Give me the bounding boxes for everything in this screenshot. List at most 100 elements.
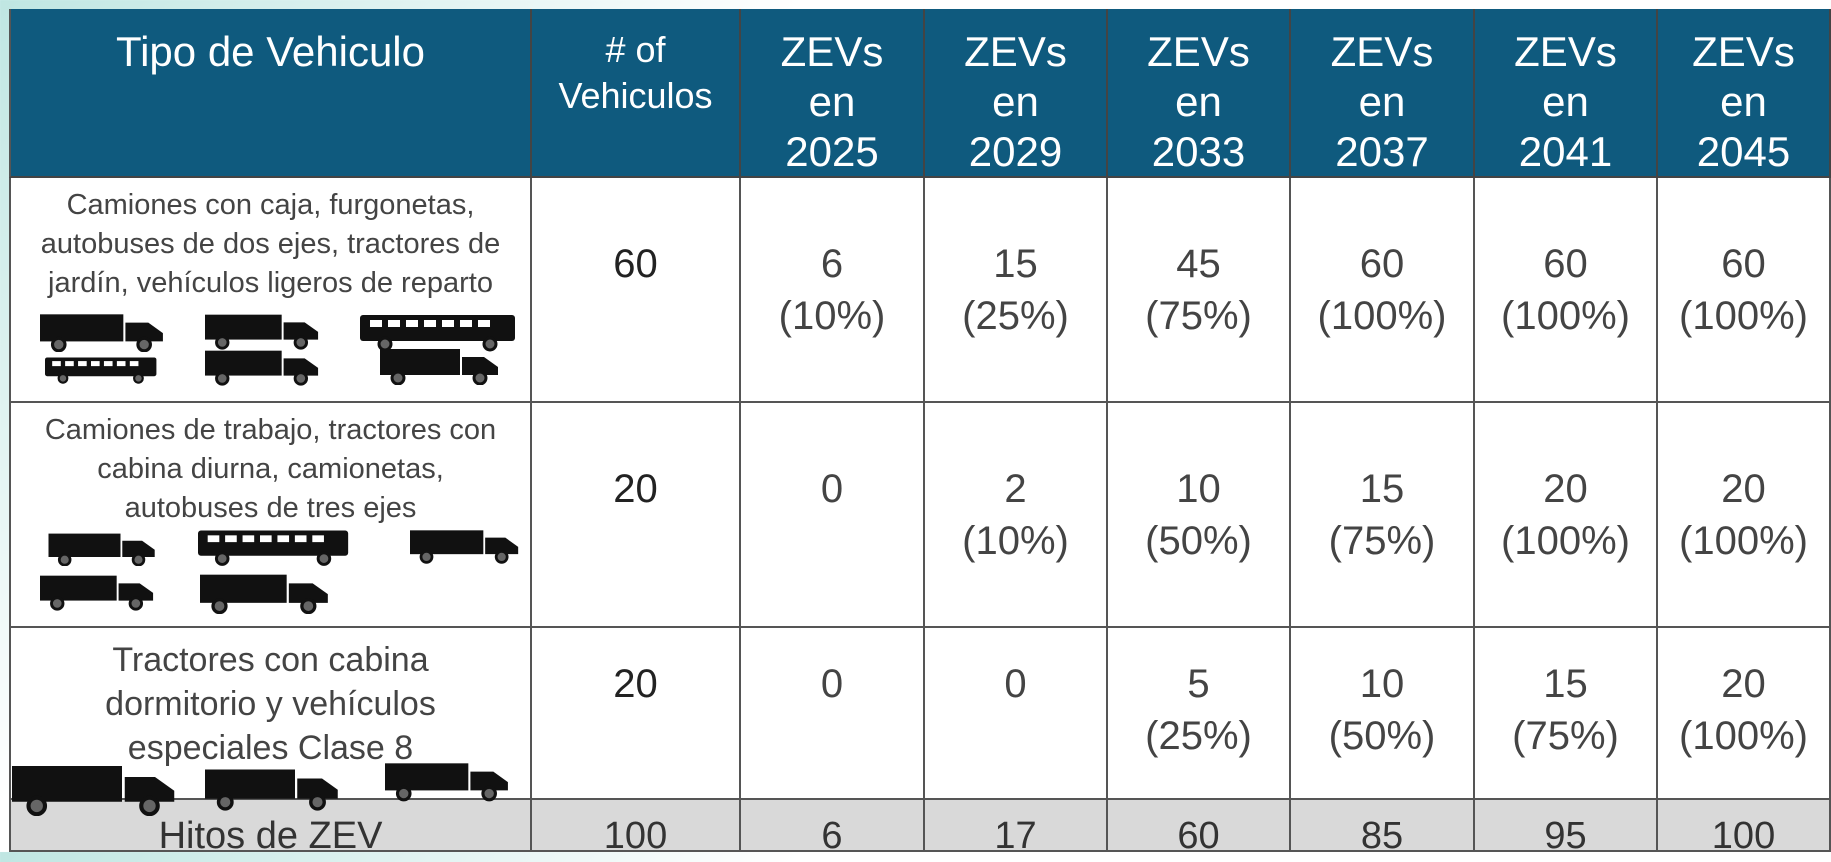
row-label: Tractores con cabina dormitorio y vehícu… [9,628,532,800]
header-line: 2041 [1519,127,1612,177]
zev-percent: (100%) [1318,290,1447,342]
header-cell: Tipo de Vehiculo [9,9,532,178]
header-line: 2025 [785,127,878,177]
count-cell: 60 [532,178,741,403]
header-word: # [605,29,625,70]
zev-cell: 2(10%) [925,403,1108,628]
zev-count: 10 [1176,463,1221,515]
zev-cell: 5(25%) [1108,628,1291,800]
zev-count: 2 [1004,463,1026,515]
zev-count: 15 [1543,658,1588,710]
header-word: of [636,29,666,70]
zev-cell: 60(100%) [1291,178,1475,403]
zev-percent: (100%) [1501,290,1630,342]
zev-cell: 20(100%) [1658,628,1831,800]
zev-percent: (25%) [1145,710,1252,762]
zev-percent: (25%) [962,290,1069,342]
milestone-cell: 95 [1475,800,1658,852]
row-label: Camiones de trabajo, tractores con cabin… [9,403,532,628]
zev-percent: (50%) [1329,710,1436,762]
zev-cell: 15(75%) [1291,403,1475,628]
row-label: Camiones con caja, furgonetas, autobuses… [9,178,532,403]
milestone-value: 100 [1712,810,1775,862]
table: Tipo de Vehiculo# ofVehiculosZEVsen2025Z… [0,0,1831,852]
zev-percent: (10%) [962,515,1069,567]
zev-count: 10 [1360,658,1405,710]
zev-percent: (50%) [1145,515,1252,567]
zev-count: 15 [993,238,1038,290]
header-line: 2029 [969,127,1062,177]
milestone-value: 17 [994,810,1036,862]
milestone-cell: 60 [1108,800,1291,852]
header-line: en [992,77,1039,127]
zev-count: 0 [821,463,843,515]
vehicle-type: Tractores con cabina dormitorio y vehícu… [33,638,508,770]
zev-cell: 60(100%) [1475,178,1658,403]
count-cell: 20 [532,628,741,800]
footer-text: Hitos de ZEV [159,810,383,862]
milestone-cell: 100 [1658,800,1831,852]
header-line: 2045 [1697,127,1790,177]
zev-cell: 0 [925,628,1108,800]
header-line: Vehiculos [558,73,712,119]
milestone-value: 95 [1544,810,1586,862]
zev-cell: 10(50%) [1291,628,1475,800]
zev-cell: 60(100%) [1658,178,1831,403]
zev-percent: (100%) [1679,515,1808,567]
header-line: 2033 [1152,127,1245,177]
zev-count: 0 [1004,658,1026,710]
header-line: en [1359,77,1406,127]
vehicle-count: 20 [613,658,658,710]
zev-count: 60 [1721,238,1766,290]
zev-cell: 15(75%) [1475,628,1658,800]
zev-percent: (10%) [779,290,886,342]
zev-count: 60 [1360,238,1405,290]
header-line: en [1542,77,1589,127]
zev-count: 5 [1187,658,1209,710]
zev-percent: (75%) [1512,710,1619,762]
header-text: Tipo de Vehiculo [116,27,425,77]
header-line: ZEVs [1331,27,1434,77]
zev-percent: (75%) [1329,515,1436,567]
header-line: ZEVs [1147,27,1250,77]
zev-percent: (75%) [1145,290,1252,342]
milestone-value: 100 [604,810,667,862]
zev-cell: 0 [741,628,925,800]
zev-cell: 0 [741,403,925,628]
zev-cell: 20(100%) [1475,403,1658,628]
milestone-cell: 6 [741,800,925,852]
vehicle-count: 20 [613,463,658,515]
header-line: en [1175,77,1222,127]
header-line: ZEVs [781,27,884,77]
zev-count: 60 [1543,238,1588,290]
milestone-cell: 100 [532,800,741,852]
header-line: ZEVs [1514,27,1617,77]
milestone-cell: 85 [1291,800,1475,852]
zev-count: 45 [1176,238,1221,290]
zev-percent: (100%) [1679,290,1808,342]
zev-cell: 20(100%) [1658,403,1831,628]
zev-cell: 15(25%) [925,178,1108,403]
zev-cell: 6(10%) [741,178,925,403]
header-line: 2037 [1335,127,1428,177]
zev-count: 15 [1360,463,1405,515]
page: Tipo de Vehiculo# ofVehiculosZEVsen2025Z… [0,0,1831,852]
milestone-cell: 17 [925,800,1108,852]
zev-percent: (100%) [1501,515,1630,567]
vehicle-type: Camiones con caja, furgonetas, autobuses… [33,186,508,303]
zev-cell: 10(50%) [1108,403,1291,628]
zev-count: 0 [821,658,843,710]
footer-label: Hitos de ZEV [9,800,532,852]
zev-cell: 45(75%) [1108,178,1291,403]
milestone-value: 6 [821,810,842,862]
zev-count: 20 [1721,463,1766,515]
header-line: ZEVs [1692,27,1795,77]
vehicle-type: Camiones de trabajo, tractores con cabin… [33,411,508,528]
